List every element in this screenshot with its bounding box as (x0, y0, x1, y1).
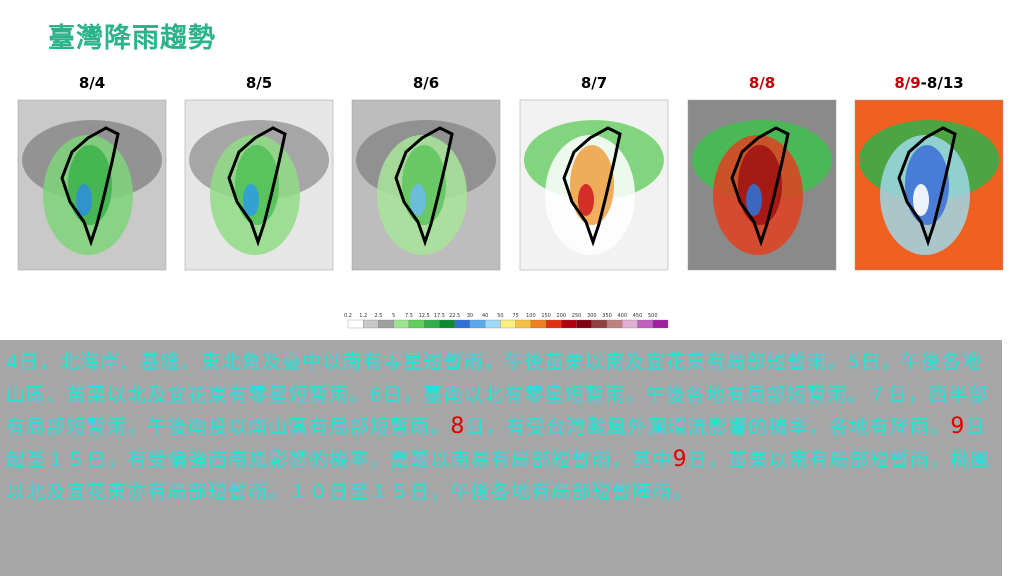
colorbar-swatch (469, 319, 486, 329)
colorbar-tick-label: 150 (541, 313, 551, 319)
colorbar-swatch (347, 319, 364, 329)
label-part: 8/8 (749, 74, 775, 92)
highlight-text: 9 (672, 446, 688, 472)
colorbar-swatch (424, 319, 440, 329)
label-part: 8/4 (79, 74, 105, 92)
colorbar-swatch (515, 319, 532, 329)
label-part: 8/6 (413, 74, 439, 92)
colorbar-swatch (622, 319, 638, 329)
map-panel (687, 99, 837, 271)
colorbar-tick-label: 22.5 (449, 313, 460, 319)
highlight-text: 9 (950, 414, 966, 439)
colorbar-tick-label: 40 (482, 313, 488, 319)
colorbar-tick-label: 30 (467, 313, 473, 319)
map-label: 8/4 (79, 74, 105, 92)
label-part: 8/9 (894, 74, 920, 92)
colorbar-tick-label: 200 (557, 313, 567, 319)
colorbar-swatch (393, 319, 410, 329)
colorbar-swatch (530, 319, 547, 329)
colorbar-swatch (439, 319, 455, 329)
rain-area (746, 184, 762, 216)
colorbar-tick-label: 17.5 (434, 313, 445, 319)
rain-area (410, 184, 426, 216)
colorbar-tick-label: 5 (392, 313, 395, 319)
map-label: 8/8 (749, 74, 775, 92)
map-label: 8/6 (413, 74, 439, 92)
body-text: 日起至１５日，有受偏強西南風影響的機率，嘉義以南易有局部短暫雨，其中 (6, 416, 986, 471)
colorbar-tick-label: 100 (526, 313, 536, 319)
colorbar-swatch (637, 319, 653, 329)
body-text: 4日，北海岸、基隆、東北角及臺中以南有零星短暫雨，午後苗栗以南及宜花東有局部短暫… (6, 351, 989, 438)
highlight-text: 8 (450, 414, 466, 439)
colorbar-swatch (652, 319, 669, 329)
rain-area (578, 184, 594, 216)
label-part: -8/13 (921, 74, 964, 92)
rain-area (243, 184, 259, 216)
rain-area (913, 184, 929, 216)
body-text: 日，苗栗以南有局部短暫雨，桃園以北及宜花東亦有局部短暫雨。１０日至１５日，午後各… (6, 448, 991, 504)
colorbar-swatch (500, 319, 516, 329)
slide-title: 臺灣降雨趨勢 (48, 23, 216, 54)
colorbar-swatch (606, 319, 623, 329)
label-part: 8/5 (246, 74, 272, 92)
label-part: 8/7 (581, 74, 607, 92)
colorbar-tick-label: 500 (648, 313, 658, 319)
colorbar-tick-label: 75 (512, 313, 518, 319)
colorbar-swatch (591, 319, 608, 329)
colorbar-tick-label: 1.2 (359, 313, 367, 319)
colorbar-swatch (545, 319, 562, 329)
colorbar-tick-label: 50 (497, 313, 503, 319)
colorbar-tick-label: 12.5 (419, 313, 430, 319)
rain-area (76, 184, 92, 216)
map-panel (17, 99, 167, 271)
description: 4日，北海岸、基隆、東北角及臺中以南有零星短暫雨，午後苗栗以南及宜花東有局部短暫… (0, 340, 1002, 576)
colorbar-swatch (484, 319, 501, 329)
map-panel (519, 99, 669, 271)
colorbar-swatch (454, 319, 471, 329)
map-label: 8/7 (581, 74, 607, 92)
colorbar-tick-label: 0.2 (344, 313, 352, 319)
map-label: 8/9-8/13 (894, 74, 963, 92)
colorbar-swatch (576, 319, 592, 329)
colorbar-tick-label: 350 (602, 313, 612, 319)
map-panel (351, 99, 501, 271)
colorbar-swatch (561, 319, 577, 329)
colorbar-tick-label: 250 (572, 313, 582, 319)
map-label: 8/5 (246, 74, 272, 92)
colorbar-tick-label: 400 (618, 313, 628, 319)
body-text: 日，有受台灣颱風外圍環流影響的機率，各地有降雨。 (465, 416, 951, 438)
colorbar-swatch (378, 319, 394, 329)
colorbar-tick-label: 300 (587, 313, 597, 319)
colorbar-tick-label: 2.5 (374, 313, 382, 319)
colorbar-swatch (408, 319, 425, 329)
colorbar: 0.2 1.2 2.5 5 7.5 12.5 17.5 22.5 30 40 50 75 100 150 2… (344, 313, 669, 329)
colorbar-tick-label: 450 (633, 313, 643, 319)
colorbar-swatch (363, 319, 379, 329)
rain-maps: 8/4 8/5 8/6 8/7 8/8 8/9-8/13 (17, 74, 1004, 271)
map-panel (184, 99, 334, 271)
colorbar-tick-label: 7.5 (405, 313, 413, 319)
map-panel (854, 99, 1004, 271)
